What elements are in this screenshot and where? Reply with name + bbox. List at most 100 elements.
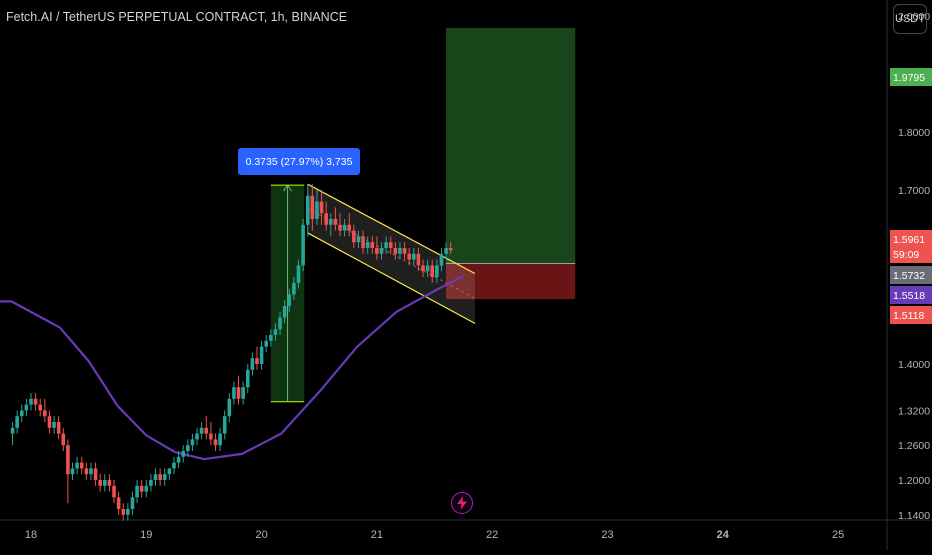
candle-body [56,422,61,434]
candle [227,393,232,422]
candle [264,335,269,353]
candle [319,190,324,225]
price-label-bg [890,266,932,284]
candle [269,329,273,347]
x-tick-label: 25 [832,529,844,541]
candle [310,184,315,231]
target-zone [446,27,576,264]
candle-body [241,387,245,399]
candle-body [352,230,356,243]
candle [324,201,328,231]
currency-button[interactable]: USDT [893,4,927,34]
candle-body [324,213,328,225]
measure-label-bg [238,148,360,175]
candle [213,433,218,451]
candle [209,422,213,446]
candle-body [126,509,130,515]
candle [439,248,444,272]
candle [66,439,70,504]
candle-body [176,456,181,463]
x-tick-label: 24 [717,529,730,541]
candle-body [89,468,93,475]
candle [315,190,319,225]
candle-body [199,427,204,434]
candles-group [10,184,453,521]
candle [139,480,144,498]
candle [402,242,407,260]
y-tick-label: 1.2000 [898,475,930,487]
candle-body [425,265,430,272]
candle-body [61,433,66,446]
candle [43,398,47,422]
candle-body [47,416,52,428]
candle-body [213,439,218,446]
candle-body [361,236,365,248]
candle-body [204,427,209,434]
candle [10,422,15,446]
candle-body [227,398,232,417]
lightning-glyph [457,496,467,510]
candle [186,439,190,457]
candle-body [66,445,70,475]
x-tick-label: 18 [25,529,37,541]
candle [75,456,79,475]
candle [181,445,185,463]
candle [153,468,158,486]
candle [282,300,287,324]
y-tick-label: 1.1400 [898,510,930,522]
candle [102,474,107,492]
candle-body [93,468,98,480]
candle-body [370,242,375,248]
candle [93,462,98,486]
candle-body [236,387,241,399]
candle [273,323,278,341]
candle-body [116,497,121,509]
candle-body [319,201,324,214]
candle [245,364,250,393]
candle [250,352,255,376]
candle-body [130,497,135,509]
candle [328,213,333,237]
candle [144,480,149,498]
candle-body [52,422,56,428]
candle-body [407,253,411,260]
candle [158,468,162,486]
candle [338,213,342,237]
candle-body [29,398,33,405]
candle [121,503,126,521]
candle [33,393,38,411]
y-tick-label: 1.3200 [898,405,930,417]
candle-body [287,294,292,306]
price-label: 1.5118 [893,310,924,322]
candle [116,491,121,515]
candle-body [144,485,149,492]
candle [407,248,411,266]
candle [52,416,56,434]
candle-body [402,248,407,254]
candle-body [135,485,139,498]
candle [47,410,52,434]
candle-body [43,410,47,417]
candle-body [365,242,370,248]
candle-body [190,439,195,446]
candle [89,462,93,480]
candle [232,381,236,405]
candle-body [79,462,84,469]
x-tick-label: 23 [601,529,613,541]
candle-body [121,509,126,515]
candle-body [439,253,444,266]
candle-body [393,248,398,254]
candle-body [398,248,402,254]
candle-body [416,253,421,266]
candle-body [84,468,89,475]
price-label: 1.5518 [893,290,925,302]
candle [204,416,209,440]
candle-body [75,462,79,469]
candle [176,451,181,469]
lightning-icon[interactable] [451,492,473,514]
candle-body [70,468,75,475]
candle [130,491,135,515]
x-tick-label: 21 [371,529,383,541]
